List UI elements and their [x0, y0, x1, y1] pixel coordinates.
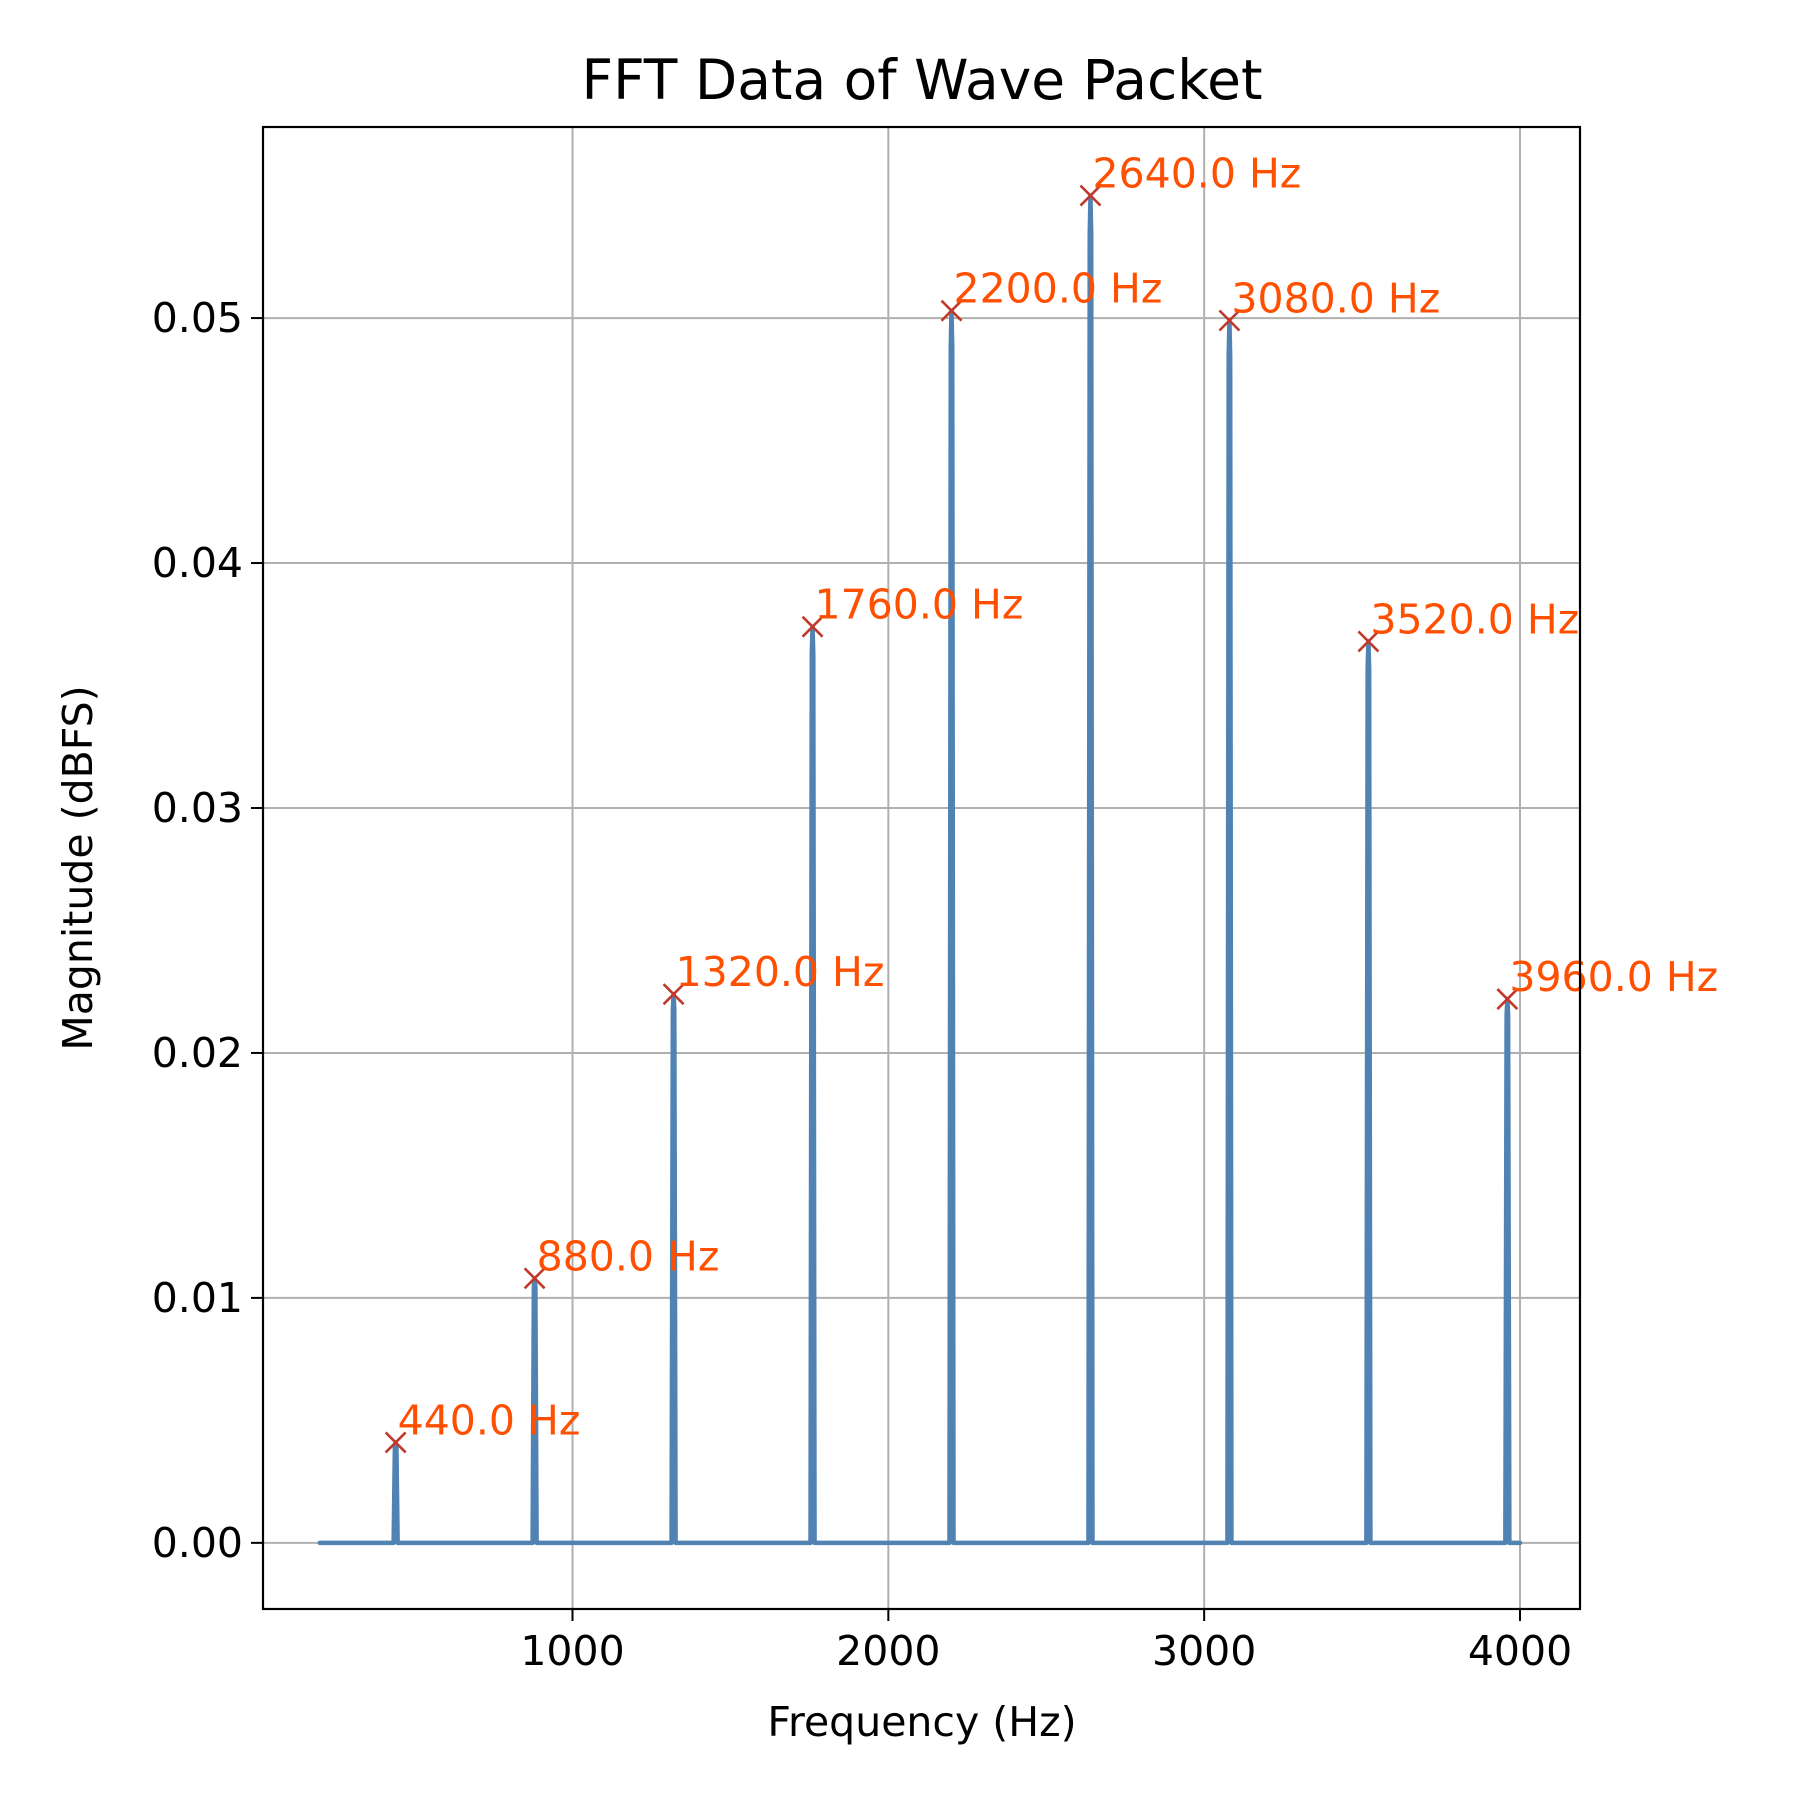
peak-label-3960: 3960.0 Hz — [1509, 953, 1718, 1001]
y-tick-label-0.05: 0.05 — [152, 294, 243, 342]
peak-marker-stroke-b — [1496, 988, 1519, 1010]
peak-marker-2200 — [940, 299, 963, 322]
peak-marker-440 — [384, 1431, 407, 1454]
peak-marker-stroke-b — [662, 983, 685, 1006]
peak-marker-1320 — [662, 983, 685, 1006]
y-tick-label-0.03: 0.03 — [152, 784, 243, 832]
y-tick-label-0.01: 0.01 — [152, 1274, 243, 1322]
x-tick-label-3000: 3000 — [1152, 1627, 1256, 1675]
peak-marker-stroke-b — [384, 1431, 407, 1454]
peak-marker-3080 — [1218, 309, 1241, 332]
plot-area-frame — [261, 125, 1582, 1611]
peak-label-880: 880.0 Hz — [537, 1232, 720, 1280]
peak-marker-2640 — [1079, 184, 1102, 207]
chart-title: FFT Data of Wave Packet — [581, 48, 1262, 112]
y-axis-ticks: 0.00 0.01 0.02 0.03 0.04 0.05 — [152, 294, 263, 1567]
y-tick-label-0.00: 0.00 — [152, 1519, 243, 1567]
x-tick-label-4000: 4000 — [1468, 1627, 1572, 1675]
peak-marker-stroke-b — [1218, 309, 1241, 332]
peak-label-3080: 3080.0 Hz — [1231, 275, 1440, 323]
peak-marker-3960 — [1496, 988, 1519, 1010]
peak-marker-stroke-b — [1357, 630, 1380, 653]
peak-label-3520: 3520.0 Hz — [1370, 595, 1579, 643]
peak-labels: 440.0 Hz 880.0 Hz 1320.0 Hz 1760.0 Hz 2200.0… — [398, 150, 1719, 1445]
peak-marker-stroke-b — [801, 615, 824, 638]
peak-markers — [384, 184, 1519, 1454]
peak-marker-stroke-b — [940, 299, 963, 322]
x-tick-label-2000: 2000 — [836, 1627, 940, 1675]
y-axis-label: Magnitude (dBFS) — [54, 685, 102, 1050]
peak-label-2200: 2200.0 Hz — [954, 265, 1163, 313]
peak-marker-stroke-b — [523, 1267, 546, 1290]
x-axis-ticks: 1000 2000 3000 4000 — [520, 1609, 1572, 1675]
y-tick-label-0.04: 0.04 — [152, 539, 243, 587]
x-axis-label: Frequency (Hz) — [767, 1698, 1076, 1746]
x-tick-label-1000: 1000 — [520, 1627, 624, 1675]
peak-marker-880 — [523, 1267, 546, 1290]
y-tick-label-0.02: 0.02 — [152, 1029, 243, 1077]
peak-marker-stroke-b — [1079, 184, 1102, 207]
peak-marker-3520 — [1357, 630, 1380, 653]
peak-marker-1760 — [801, 615, 824, 638]
peak-label-1760: 1760.0 Hz — [815, 581, 1024, 629]
peak-label-2640: 2640.0 Hz — [1092, 150, 1301, 198]
peak-label-440: 440.0 Hz — [398, 1396, 581, 1444]
peak-label-1320: 1320.0 Hz — [676, 948, 885, 996]
